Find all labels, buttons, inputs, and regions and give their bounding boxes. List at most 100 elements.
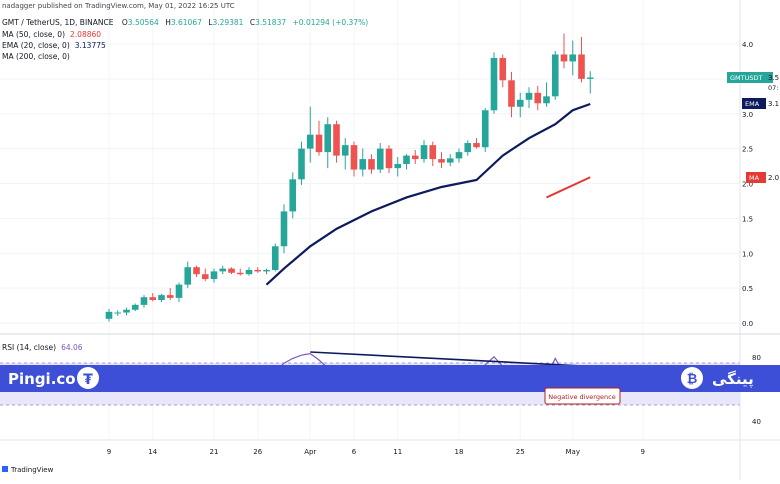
candle	[149, 293, 157, 302]
ema-line	[265, 102, 591, 286]
brand-left-text: Pingi.co	[8, 370, 76, 388]
candle	[385, 145, 393, 174]
ma-tag-label: MA	[749, 174, 760, 182]
price-tick: 4.0	[742, 41, 753, 49]
candle	[105, 309, 113, 322]
candle	[114, 310, 122, 317]
candle	[289, 172, 297, 219]
divergence-trendline	[310, 351, 591, 368]
ema-price-tag	[742, 98, 766, 109]
brand-right-text: پینگی	[712, 370, 754, 389]
candle	[193, 265, 200, 277]
symbol-line: GMT / TetherUS, 1D, BINANCE O3.50564 H3.…	[2, 18, 368, 27]
x-tick: 26	[253, 448, 262, 456]
candle	[376, 143, 384, 174]
indicator-ma50: MA (50, close, 0) 2.08860	[2, 30, 101, 39]
candle	[499, 54, 507, 88]
candle	[210, 268, 218, 283]
candle	[551, 50, 559, 100]
candle	[578, 37, 585, 83]
candle	[201, 268, 209, 282]
ema-tag-label: EMA	[745, 100, 760, 108]
price-tick: 0.0	[742, 320, 753, 328]
symbol-tag-value: 3.5	[768, 74, 779, 82]
candle	[306, 106, 314, 163]
ma-tag-value: 2.0	[768, 174, 779, 182]
candle	[228, 267, 235, 275]
candle	[333, 120, 340, 163]
x-tick: 11	[393, 448, 402, 456]
candle	[123, 307, 130, 316]
tether-icon: ₮	[77, 367, 99, 389]
x-tick: 18	[455, 448, 464, 456]
candle	[525, 87, 533, 109]
candle	[481, 108, 489, 153]
price-tick: 3.0	[742, 111, 753, 119]
symbol-price-tag	[727, 72, 773, 83]
candle	[184, 261, 192, 289]
ma-price-tag	[746, 172, 766, 183]
indicator-ema20: EMA (20, close, 0) 3.13775	[2, 41, 106, 50]
candle	[175, 282, 183, 303]
brand-banner	[0, 365, 780, 392]
candle	[438, 152, 445, 169]
candle	[586, 71, 594, 94]
candle	[394, 156, 402, 177]
price-tick: 0.5	[742, 285, 753, 293]
x-tick: 9	[107, 448, 111, 456]
svg-text:₿: ₿	[687, 372, 698, 387]
candle	[368, 154, 375, 174]
indicator-ma200: MA (200, close, 0)	[2, 52, 70, 61]
candle	[140, 295, 148, 308]
x-tick: 6	[352, 448, 357, 456]
x-tick: 21	[210, 448, 219, 456]
ma-line	[546, 176, 591, 199]
rsi-tick-80: 80	[752, 354, 761, 362]
divergence-annotation: Negative divergence	[548, 393, 615, 401]
candle	[131, 303, 139, 312]
candle	[315, 120, 323, 156]
candle	[446, 154, 454, 167]
candle	[254, 267, 262, 273]
candle	[324, 117, 332, 169]
candle	[534, 85, 542, 111]
ema-tag-value: 3.1	[768, 100, 779, 108]
x-tick: May	[566, 448, 580, 456]
candle	[158, 293, 165, 303]
publisher-text: nadagger published on TradingView.com, M…	[2, 2, 235, 10]
price-axis: 4.03.53.02.52.01.51.00.50.0	[742, 41, 753, 328]
symbol-tag-label: GMTUSDT	[730, 74, 763, 82]
candle	[569, 40, 577, 76]
candle	[429, 141, 437, 167]
candle	[263, 268, 270, 275]
x-tick: Apr	[304, 448, 316, 456]
candle	[359, 148, 367, 177]
candle	[464, 140, 472, 156]
candle	[219, 265, 227, 275]
candles	[105, 33, 594, 322]
candle	[236, 268, 244, 276]
candle	[516, 92, 524, 118]
candle	[350, 141, 358, 177]
tradingview-logo: TradingView	[2, 466, 54, 474]
x-axis: 9 14 21 26 Apr 6 11 18 25 May 9	[107, 448, 645, 456]
candle	[508, 71, 515, 118]
candle	[280, 204, 288, 254]
candle	[420, 140, 428, 163]
candle	[473, 138, 480, 149]
candle	[271, 243, 279, 272]
price-tick: 2.0	[742, 181, 753, 189]
candle	[490, 52, 498, 114]
candle	[543, 82, 550, 107]
candle	[298, 141, 305, 185]
x-tick: 25	[516, 448, 525, 456]
candle	[411, 150, 419, 164]
candle	[455, 148, 463, 163]
candle	[166, 288, 174, 300]
price-tick: 2.5	[742, 146, 753, 154]
bitcoin-icon: ₿	[681, 367, 703, 389]
candle	[560, 33, 568, 69]
rsi-label: RSI (14, close) 64.06	[2, 343, 83, 352]
divergence-annotation-box	[544, 387, 621, 405]
